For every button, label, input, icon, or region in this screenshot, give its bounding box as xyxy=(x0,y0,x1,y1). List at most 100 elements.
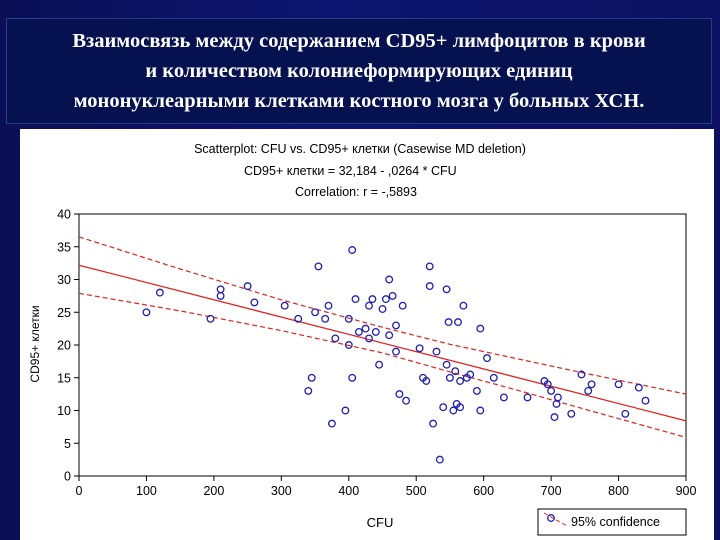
legend-box xyxy=(537,508,687,536)
data-point xyxy=(294,314,303,323)
data-point xyxy=(368,295,377,304)
regression-equation: CD95+ клетки = 32,184 - ,0264 * CFU xyxy=(244,164,457,178)
scatterplot-chart: Scatterplot: CFU vs. CD95+ клетки (Casew… xyxy=(28,142,696,536)
data-point xyxy=(439,403,448,412)
data-point xyxy=(142,308,151,317)
data-point xyxy=(365,334,373,343)
y-tick-label: 30 xyxy=(57,273,71,287)
slide-title-bar: Взаимосвязь между содержанием CD95+ лимф… xyxy=(6,18,712,124)
data-point xyxy=(348,246,357,254)
data-point xyxy=(472,386,481,395)
data-point xyxy=(392,321,400,330)
data-point xyxy=(641,396,650,405)
data-point xyxy=(429,419,438,428)
data-point xyxy=(371,327,380,336)
upper-confidence-line xyxy=(78,236,687,395)
data-point xyxy=(243,282,252,291)
plot-frame xyxy=(78,213,687,477)
data-point xyxy=(425,262,434,271)
data-point xyxy=(444,318,453,327)
data-point xyxy=(385,275,394,284)
data-point xyxy=(327,419,336,428)
y-tick-label: 35 xyxy=(57,240,71,254)
x-tick-label: 600 xyxy=(473,484,494,498)
slide-title: Взаимосвязь между содержанием CD95+ лимф… xyxy=(72,30,646,112)
data-point xyxy=(307,373,316,382)
data-point xyxy=(344,314,353,323)
data-point xyxy=(454,318,462,327)
data-point xyxy=(445,373,454,382)
data-point xyxy=(415,344,424,353)
x-tick-label: 0 xyxy=(76,484,83,498)
data-point xyxy=(449,406,458,415)
data-point xyxy=(621,409,630,418)
x-tick-label: 700 xyxy=(541,484,562,498)
y-axis-label: CD95+ клетки xyxy=(28,305,42,382)
data-point xyxy=(442,285,451,294)
data-point xyxy=(395,390,404,399)
data-point xyxy=(442,360,451,369)
data-point xyxy=(451,367,460,376)
y-tick-label: 40 xyxy=(57,208,71,222)
data-point xyxy=(216,291,225,300)
chart-panel: Scatterplot: CFU vs. CD95+ клетки (Casew… xyxy=(20,129,714,540)
confidence-bands xyxy=(78,236,687,438)
data-point xyxy=(456,403,465,412)
lower-confidence-line xyxy=(78,292,687,438)
data-point xyxy=(155,288,164,297)
data-point xyxy=(553,393,562,402)
y-tick-label: 10 xyxy=(57,404,71,418)
data-point xyxy=(634,383,643,392)
data-point xyxy=(567,409,576,418)
data-point xyxy=(331,334,340,343)
data-point xyxy=(280,301,289,310)
data-point xyxy=(614,380,623,389)
regression-line xyxy=(78,264,687,422)
data-point xyxy=(435,455,444,464)
fit-line-group xyxy=(78,264,687,422)
data-point xyxy=(398,301,407,310)
x-tick-label: 200 xyxy=(203,484,224,498)
data-point xyxy=(344,341,353,349)
data-point xyxy=(402,396,411,405)
x-tick-label: 900 xyxy=(676,484,697,498)
x-tick-label: 100 xyxy=(136,484,157,498)
data-point xyxy=(216,285,225,294)
data-point xyxy=(348,373,357,382)
x-axis-label: CFU xyxy=(367,515,394,530)
data-point xyxy=(388,291,397,300)
legend-marker xyxy=(547,514,555,522)
data-point xyxy=(550,413,559,422)
data-point xyxy=(489,373,498,382)
x-tick-label: 400 xyxy=(338,484,359,498)
data-point xyxy=(587,380,596,389)
data-point xyxy=(385,331,394,340)
y-tick-label: 15 xyxy=(57,371,71,385)
data-point xyxy=(456,377,465,385)
legend: 95% confidence xyxy=(537,508,687,536)
data-point xyxy=(375,360,384,369)
data-point xyxy=(351,295,360,304)
data-point xyxy=(311,308,320,317)
data-point xyxy=(206,314,215,323)
x-tick-label: 300 xyxy=(271,484,292,498)
chart-title: Scatterplot: CFU vs. CD95+ клетки (Casew… xyxy=(194,142,526,156)
x-tick-label: 800 xyxy=(608,484,629,498)
data-point xyxy=(392,347,400,356)
data-point xyxy=(321,314,330,323)
data-points xyxy=(142,246,650,464)
data-point xyxy=(381,295,390,304)
data-point xyxy=(304,386,313,395)
data-point xyxy=(365,301,373,310)
data-point xyxy=(543,380,552,389)
data-point xyxy=(341,406,350,415)
data-point xyxy=(483,354,491,363)
data-point xyxy=(466,370,475,379)
y-tick-label: 0 xyxy=(64,470,71,484)
data-point xyxy=(432,347,441,356)
data-point xyxy=(354,327,363,336)
data-point xyxy=(314,262,323,271)
data-point xyxy=(361,324,370,333)
data-point xyxy=(324,301,333,310)
axes: 0 100 200 300 400 500 600 700 800 900 0 5 10 15 20 25 30… xyxy=(57,208,696,499)
